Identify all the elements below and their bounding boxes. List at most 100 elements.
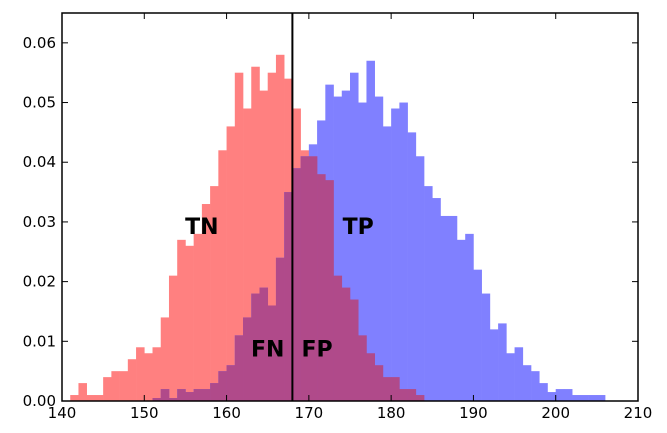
negative-bar-165 [267, 72, 277, 401]
negative-bar-159 [218, 150, 227, 401]
positive-bar-182 [407, 132, 417, 401]
overlap-bar-155 [185, 392, 194, 401]
overlap-bar-164 [259, 287, 269, 401]
overlap-bar-156 [193, 389, 203, 401]
positive-bar-201 [563, 389, 573, 401]
negative-bar-145 [103, 377, 112, 401]
plot-frame [61, 12, 639, 402]
x-tick-label: 140 [48, 404, 77, 422]
positive-bar-184 [424, 186, 433, 401]
x-axis: 140 150 160 170 180 190 200 210 [48, 13, 652, 422]
negative-bar-148 [127, 359, 137, 401]
negative-bar-147 [119, 371, 129, 401]
positive-bar-204 [588, 395, 598, 401]
negative-bar-141 [70, 395, 79, 401]
overlap-bar-163 [251, 293, 260, 401]
positive-bar-205 [596, 395, 606, 401]
positive-bar-186 [440, 215, 450, 401]
overlap-bar-175 [350, 299, 359, 401]
positive-bar-193 [498, 323, 507, 401]
positive-bar-203 [580, 395, 589, 401]
overlap-bar-169 [300, 156, 310, 401]
negative-bar-144 [94, 395, 104, 401]
y-tick-label: 0.00 [23, 392, 56, 410]
x-tick-label: 170 [295, 404, 324, 422]
positive-bar-191 [481, 293, 491, 401]
negative-bar-166 [275, 54, 285, 402]
positive-bar-194 [506, 353, 515, 401]
negative-bar-150 [144, 353, 153, 401]
negative-bar-158 [210, 186, 219, 401]
overlap-bar-173 [333, 275, 343, 401]
negative-bar-155 [185, 245, 194, 401]
overlap-bar-152 [160, 389, 170, 401]
region-label-fn: FN [251, 337, 284, 362]
positive-bar-178 [374, 96, 384, 402]
negative-bar-146 [111, 371, 120, 401]
negative-bar-143 [86, 395, 96, 401]
positive-bar-183 [415, 156, 425, 401]
y-tick-label: 0.04 [23, 153, 56, 171]
overlap-bar-158 [210, 383, 219, 401]
overlap-bar-181 [399, 389, 408, 401]
overlap-bar-166 [275, 257, 285, 401]
y-axis: 0.00 0.01 0.02 0.03 0.04 0.05 0.06 [23, 34, 638, 410]
x-tick-label: 150 [130, 404, 159, 422]
positive-bar-188 [456, 239, 466, 401]
overlap-bar-178 [374, 365, 384, 401]
negative-bar-157 [201, 204, 211, 401]
overlap-bar-154 [177, 389, 186, 401]
positive-bar-185 [432, 198, 441, 401]
region-label-tn: TN [185, 215, 218, 240]
overlap-bar-162 [243, 317, 252, 401]
negative-bar-152 [160, 317, 170, 401]
negative-bar-160 [226, 126, 236, 402]
overlap-bars [152, 156, 425, 401]
negative-bar-164 [259, 90, 269, 401]
positive-bar-180 [391, 108, 400, 401]
overlap-bar-168 [292, 168, 301, 401]
positive-bar-176 [358, 102, 367, 402]
negative-bar-162 [243, 108, 252, 401]
positive-bar-190 [473, 269, 482, 401]
negative-bar-163 [251, 66, 260, 401]
negative-bar-153 [168, 275, 178, 401]
positive-bar-195 [514, 347, 524, 401]
region-labels: TN TP FN FP [185, 215, 374, 362]
positive-bar-181 [399, 102, 408, 402]
overlap-bar-167 [284, 192, 293, 401]
overlap-bar-172 [325, 180, 334, 401]
overlap-bar-182 [407, 389, 417, 401]
positive-bar-174 [341, 90, 351, 401]
y-tick-label: 0.02 [23, 273, 56, 291]
positive-bar-173 [333, 96, 343, 402]
positive-bar-175 [350, 72, 359, 401]
overlap-bar-151 [152, 398, 162, 401]
y-tick-label: 0.03 [23, 213, 56, 231]
negative-bar-156 [193, 233, 203, 401]
negative-bar-142 [78, 383, 87, 401]
overlap-bar-165 [267, 305, 277, 401]
overlap-bar-180 [391, 377, 400, 401]
positive-bar-198 [539, 383, 548, 401]
positive-bar-199 [547, 392, 557, 401]
positive-bar-187 [448, 215, 458, 401]
overlap-bar-159 [218, 371, 227, 401]
negative-bar-161 [234, 72, 244, 401]
positive-bar-189 [465, 233, 474, 401]
overlap-bar-179 [382, 377, 392, 401]
overlap-bar-161 [234, 335, 244, 401]
negative-bar-151 [152, 347, 162, 401]
positive-bar-200 [555, 389, 565, 401]
positive-bar-177 [366, 60, 375, 401]
negative-bar-154 [177, 239, 186, 401]
x-tick-label: 190 [459, 404, 488, 422]
x-tick-label: 200 [541, 404, 570, 422]
positive-bar-197 [531, 371, 540, 401]
region-label-fp: FP [302, 337, 333, 362]
positive-bar-202 [572, 395, 581, 401]
y-tick-label: 0.01 [23, 332, 56, 350]
positive-bar-196 [522, 365, 532, 401]
overlap-bar-160 [226, 365, 236, 401]
